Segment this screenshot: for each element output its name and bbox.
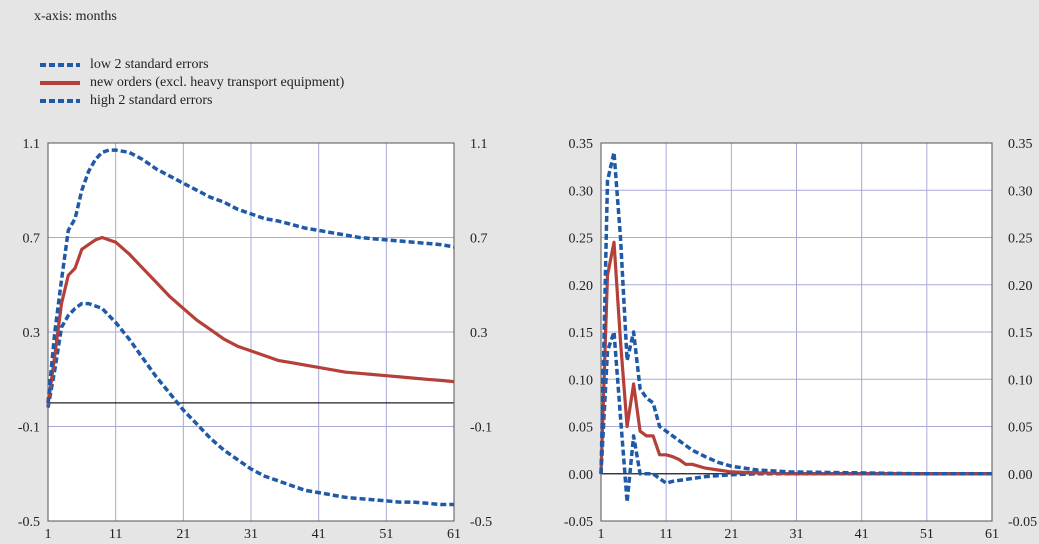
chart2-ytick-right: 0.15 <box>1008 326 1033 341</box>
chart1-ytick-left: -0.1 <box>18 421 40 436</box>
chart2-series-new-orders <box>599 240 992 476</box>
chart1-xtick-label: 51 <box>379 527 393 542</box>
chart2-series-low-2se <box>599 330 992 504</box>
chart1-xtick-label: 21 <box>176 527 190 542</box>
chart2-ytick-right: 0.30 <box>1008 184 1033 199</box>
chart2-ytick-right: 0.20 <box>1008 279 1033 294</box>
chart1-ytick-right: -0.1 <box>470 421 492 436</box>
legend: low 2 standard errors new orders (excl. … <box>40 56 344 110</box>
chart1-ytick-left: 0.3 <box>23 326 41 341</box>
chart2-ytick-right: -0.05 <box>1008 515 1037 530</box>
chart1-ytick-right: 0.3 <box>470 326 488 341</box>
chart2-xtick-label: 41 <box>855 527 869 542</box>
legend-swatch-high <box>40 99 80 103</box>
legend-label-low: low 2 standard errors <box>90 57 209 72</box>
legend-item-high: high 2 standard errors <box>40 92 344 110</box>
legend-swatch-low <box>40 63 80 67</box>
chart2-xtick-label: 1 <box>598 527 605 542</box>
chart1-frame <box>47 142 455 522</box>
chart2-ytick-right: 0.25 <box>1008 232 1033 247</box>
chart2-ytick-left: 0.05 <box>569 421 594 436</box>
chart1-series-high-2se <box>46 148 455 404</box>
chart2-ytick-left: 0.35 <box>569 137 594 152</box>
chart2-frame <box>600 142 993 522</box>
legend-item-new-orders: new orders (excl. heavy transport equipm… <box>40 74 344 92</box>
chart1-series-new-orders <box>46 235 455 406</box>
chart2-xtick-label: 11 <box>659 527 672 542</box>
x-axis-note: x-axis: months <box>34 9 117 24</box>
chart2-ytick-left: 0.30 <box>569 184 594 199</box>
chart2-xtick-label: 61 <box>985 527 999 542</box>
chart2-xtick-label: 31 <box>790 527 804 542</box>
chart2-ytick-left: 0.20 <box>569 279 594 294</box>
chart2-xtick-label: 51 <box>920 527 934 542</box>
chart2-ytick-right: 0.00 <box>1008 468 1033 483</box>
chart1-xtick-label: 61 <box>447 527 461 542</box>
chart2-ytick-right: 0.05 <box>1008 421 1033 436</box>
chart1-ytick-right: 0.7 <box>470 232 488 247</box>
chart1-ytick-left: -0.5 <box>18 515 40 530</box>
chart1-xtick-label: 31 <box>244 527 258 542</box>
chart1-ytick-right: 1.1 <box>470 137 488 152</box>
chart2-ytick-left: 0.15 <box>569 326 594 341</box>
chart2-ytick-left: 0.25 <box>569 232 594 247</box>
chart2-ytick-right: 0.10 <box>1008 373 1033 388</box>
chart1-ytick-left: 1.1 <box>23 137 41 152</box>
chart2-ytick-left: 0.00 <box>569 468 594 483</box>
legend-label-new-orders: new orders (excl. heavy transport equipm… <box>90 75 345 90</box>
chart2-series-high-2se <box>599 150 992 476</box>
chart1-series-low-2se <box>46 301 454 507</box>
legend-item-low: low 2 standard errors <box>40 56 344 74</box>
legend-label-high: high 2 standard errors <box>90 93 213 108</box>
chart2-xtick-label: 21 <box>724 527 738 542</box>
chart1-ytick-left: 0.7 <box>23 232 41 247</box>
chart2-ytick-right: 0.35 <box>1008 137 1033 152</box>
legend-swatch-new-orders <box>40 81 80 85</box>
chart1-xtick-label: 1 <box>45 527 52 542</box>
chart2-ytick-left: -0.05 <box>564 515 593 530</box>
chart1-ytick-right: -0.5 <box>470 515 492 530</box>
chart1-xtick-label: 41 <box>312 527 326 542</box>
chart2-ytick-left: 0.10 <box>569 373 594 388</box>
chart1-xtick-label: 11 <box>109 527 122 542</box>
